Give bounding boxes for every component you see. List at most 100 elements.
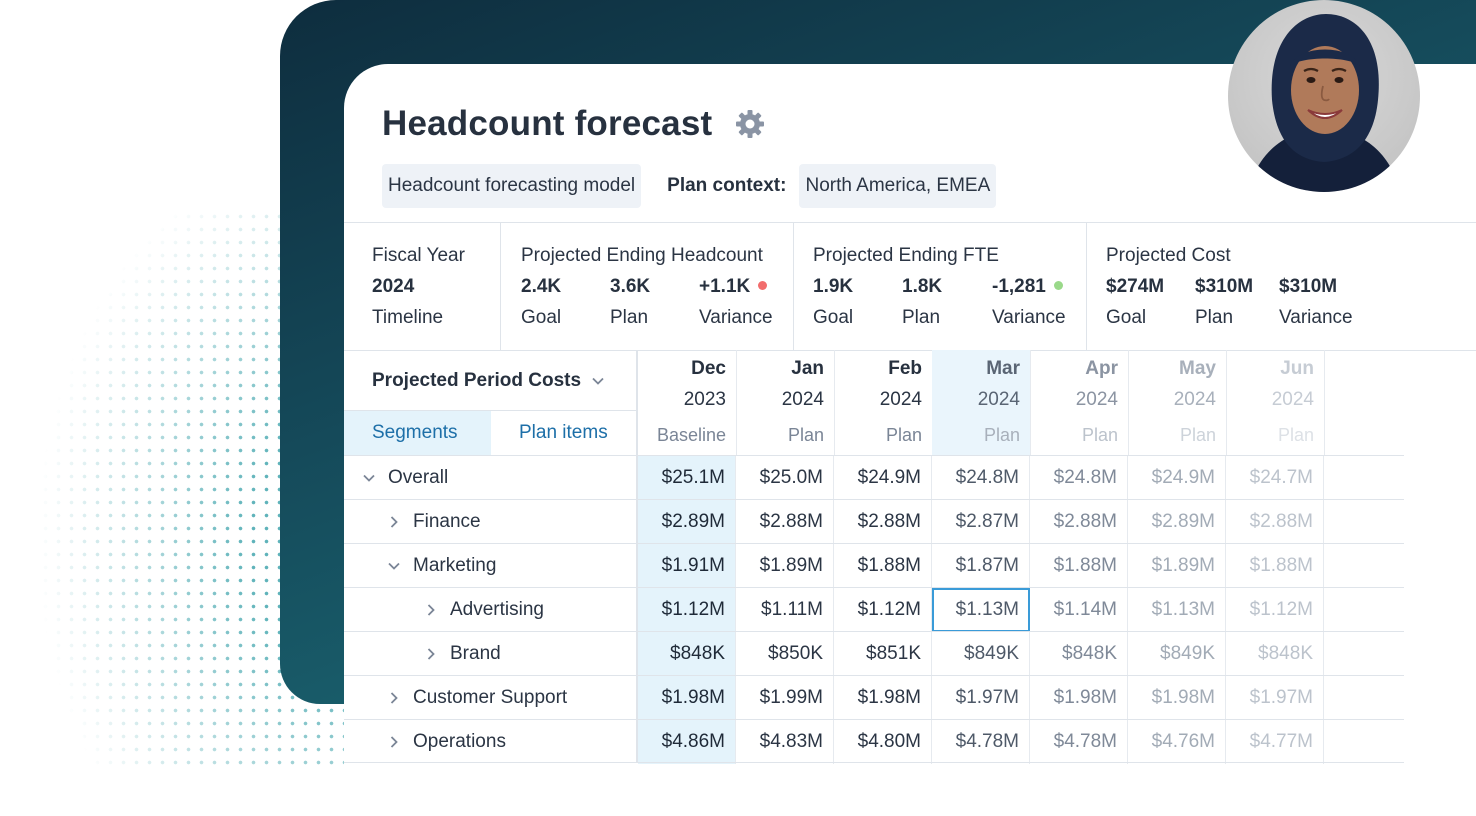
table-row: Customer Support $1.98M $1.99M $1.98M $1.97M… [344, 675, 1404, 720]
table-cell[interactable]: $4.77M [1226, 720, 1324, 764]
status-dot-icon [758, 281, 768, 290]
row-label[interactable]: Brand [424, 632, 501, 676]
row-label[interactable]: Advertising [424, 588, 544, 632]
tab-plan-items[interactable]: Plan items [519, 422, 608, 443]
period-costs-dropdown[interactable]: Projected Period Costs [372, 370, 605, 392]
chevron-right-icon[interactable] [424, 647, 438, 661]
table-cell[interactable]: $24.9M [1128, 456, 1226, 500]
kpi-goal-label: Goal [1106, 307, 1147, 328]
table-cell[interactable]: $2.89M [638, 500, 736, 544]
kpi-header: Fiscal Year [372, 245, 465, 266]
table-cell[interactable]: $1.88M [834, 544, 932, 588]
column-year: 2024 [1075, 389, 1118, 410]
kpi-cost: Projected Cost $274M $310M $310M Goal Pl… [1087, 223, 1476, 350]
table-cell[interactable]: $24.9M [834, 456, 932, 500]
chevron-right-icon[interactable] [424, 603, 438, 617]
table-cell[interactable]: $25.0M [736, 456, 834, 500]
table-cell[interactable]: $24.7M [1226, 456, 1324, 500]
row-label-text: Customer Support [413, 687, 568, 708]
table-cell[interactable]: $4.76M [1128, 720, 1226, 764]
table-cell[interactable]: $2.87M [932, 500, 1030, 544]
table-cell[interactable]: $1.98M [834, 676, 932, 720]
table-cell[interactable]: $1.88M [1030, 544, 1128, 588]
table-cell[interactable]: $848K [1226, 632, 1324, 676]
table-cell[interactable]: $1.89M [736, 544, 834, 588]
tab-segments[interactable]: Segments [344, 411, 491, 455]
row-label[interactable]: Customer Support [387, 676, 567, 720]
table-cell[interactable]: $1.98M [1030, 676, 1128, 720]
table-cell[interactable]: $1.14M [1030, 588, 1128, 632]
chevron-right-icon[interactable] [387, 735, 401, 749]
kpi-variance: +1.1K [699, 276, 768, 298]
table-cell[interactable]: $849K [932, 632, 1030, 676]
chevron-down-icon[interactable] [387, 559, 401, 573]
status-dot-icon [1053, 281, 1063, 290]
model-chip[interactable]: Headcount forecasting model [382, 164, 642, 208]
kpi-header: Projected Ending Headcount [521, 245, 763, 266]
column-separator [636, 455, 638, 763]
kpi-plan-label: Plan [610, 307, 649, 328]
table-cell[interactable]: $24.8M [1030, 456, 1128, 500]
table-cell[interactable]: $4.86M [638, 720, 736, 764]
table-cell[interactable]: $2.88M [834, 500, 932, 544]
chevron-right-icon[interactable] [387, 691, 401, 705]
row-label-text: Overall [388, 467, 449, 488]
table-cell[interactable]: $25.1M [638, 456, 736, 500]
table-cell[interactable]: $1.12M [1226, 588, 1324, 632]
row-label[interactable]: Finance [387, 500, 481, 544]
table-cell[interactable]: $1.13M [1128, 588, 1226, 632]
table-cell[interactable]: $1.99M [736, 676, 834, 720]
table-cell[interactable]: $1.97M [932, 676, 1030, 720]
table-cell[interactable]: $848K [638, 632, 736, 676]
table-cell[interactable]: $849K [1128, 632, 1226, 676]
table-cell[interactable]: $1.98M [638, 676, 736, 720]
column-year: 2023 [683, 389, 726, 410]
chevron-right-icon[interactable] [387, 515, 401, 529]
table-cell[interactable]: $4.78M [1030, 720, 1128, 764]
kpi-plan-label: Plan [1195, 307, 1234, 328]
column-month: Dec [691, 358, 726, 379]
table-cell[interactable]: $851K [834, 632, 932, 676]
column-header-mar: Mar 2024 Plan [932, 350, 1031, 455]
grid-bottom-border [344, 762, 1404, 763]
table-cell[interactable]: $1.12M [638, 588, 736, 632]
kpi-goal-label: Goal [813, 307, 854, 328]
table-cell[interactable]: $1.87M [932, 544, 1030, 588]
row-label[interactable]: Marketing [387, 544, 496, 588]
table-cell[interactable]: $2.88M [1030, 500, 1128, 544]
gear-icon[interactable] [734, 108, 766, 140]
table-cell[interactable]: $1.91M [638, 544, 736, 588]
period-costs-label: Projected Period Costs [372, 370, 582, 391]
kpi-header: Projected Cost [1106, 245, 1231, 266]
table-cell[interactable]: $1.12M [834, 588, 932, 632]
row-label[interactable]: Overall [362, 456, 448, 500]
table-cell[interactable]: $1.97M [1226, 676, 1324, 720]
table-cell[interactable]: $4.80M [834, 720, 932, 764]
kpi-plan-value: 3.6K [610, 276, 651, 297]
page-title: Headcount forecast [382, 104, 713, 143]
row-label[interactable]: Operations [387, 720, 506, 764]
table-cell[interactable]: $2.89M [1128, 500, 1226, 544]
table-cell[interactable]: $2.88M [736, 500, 834, 544]
table-cell[interactable]: $850K [736, 632, 834, 676]
kpi-label: Timeline [372, 307, 444, 328]
table-cell[interactable]: $24.8M [932, 456, 1030, 500]
table-cell[interactable]: $1.89M [1128, 544, 1226, 588]
column-header-may: May 2024 Plan [1128, 350, 1227, 455]
kpi-plan-value: 1.8K [902, 276, 943, 297]
column-type: Plan [1081, 425, 1118, 445]
kpi-header: Projected Ending FTE [813, 245, 999, 266]
table-cell[interactable]: $4.78M [932, 720, 1030, 764]
table-cell[interactable]: $1.88M [1226, 544, 1324, 588]
table-cell[interactable]: $2.88M [1226, 500, 1324, 544]
table-cell[interactable]: $4.83M [736, 720, 834, 764]
table-cell[interactable]: $1.13M [932, 588, 1030, 632]
table-cell[interactable]: $848K [1030, 632, 1128, 676]
user-avatar [1228, 0, 1420, 192]
plan-context-chip[interactable]: North America, EMEA [799, 164, 997, 208]
chevron-down-icon[interactable] [362, 471, 376, 485]
table-cell[interactable]: $1.11M [736, 588, 834, 632]
row-label-text: Brand [450, 643, 501, 664]
row-label-text: Finance [413, 511, 481, 532]
table-cell[interactable]: $1.98M [1128, 676, 1226, 720]
